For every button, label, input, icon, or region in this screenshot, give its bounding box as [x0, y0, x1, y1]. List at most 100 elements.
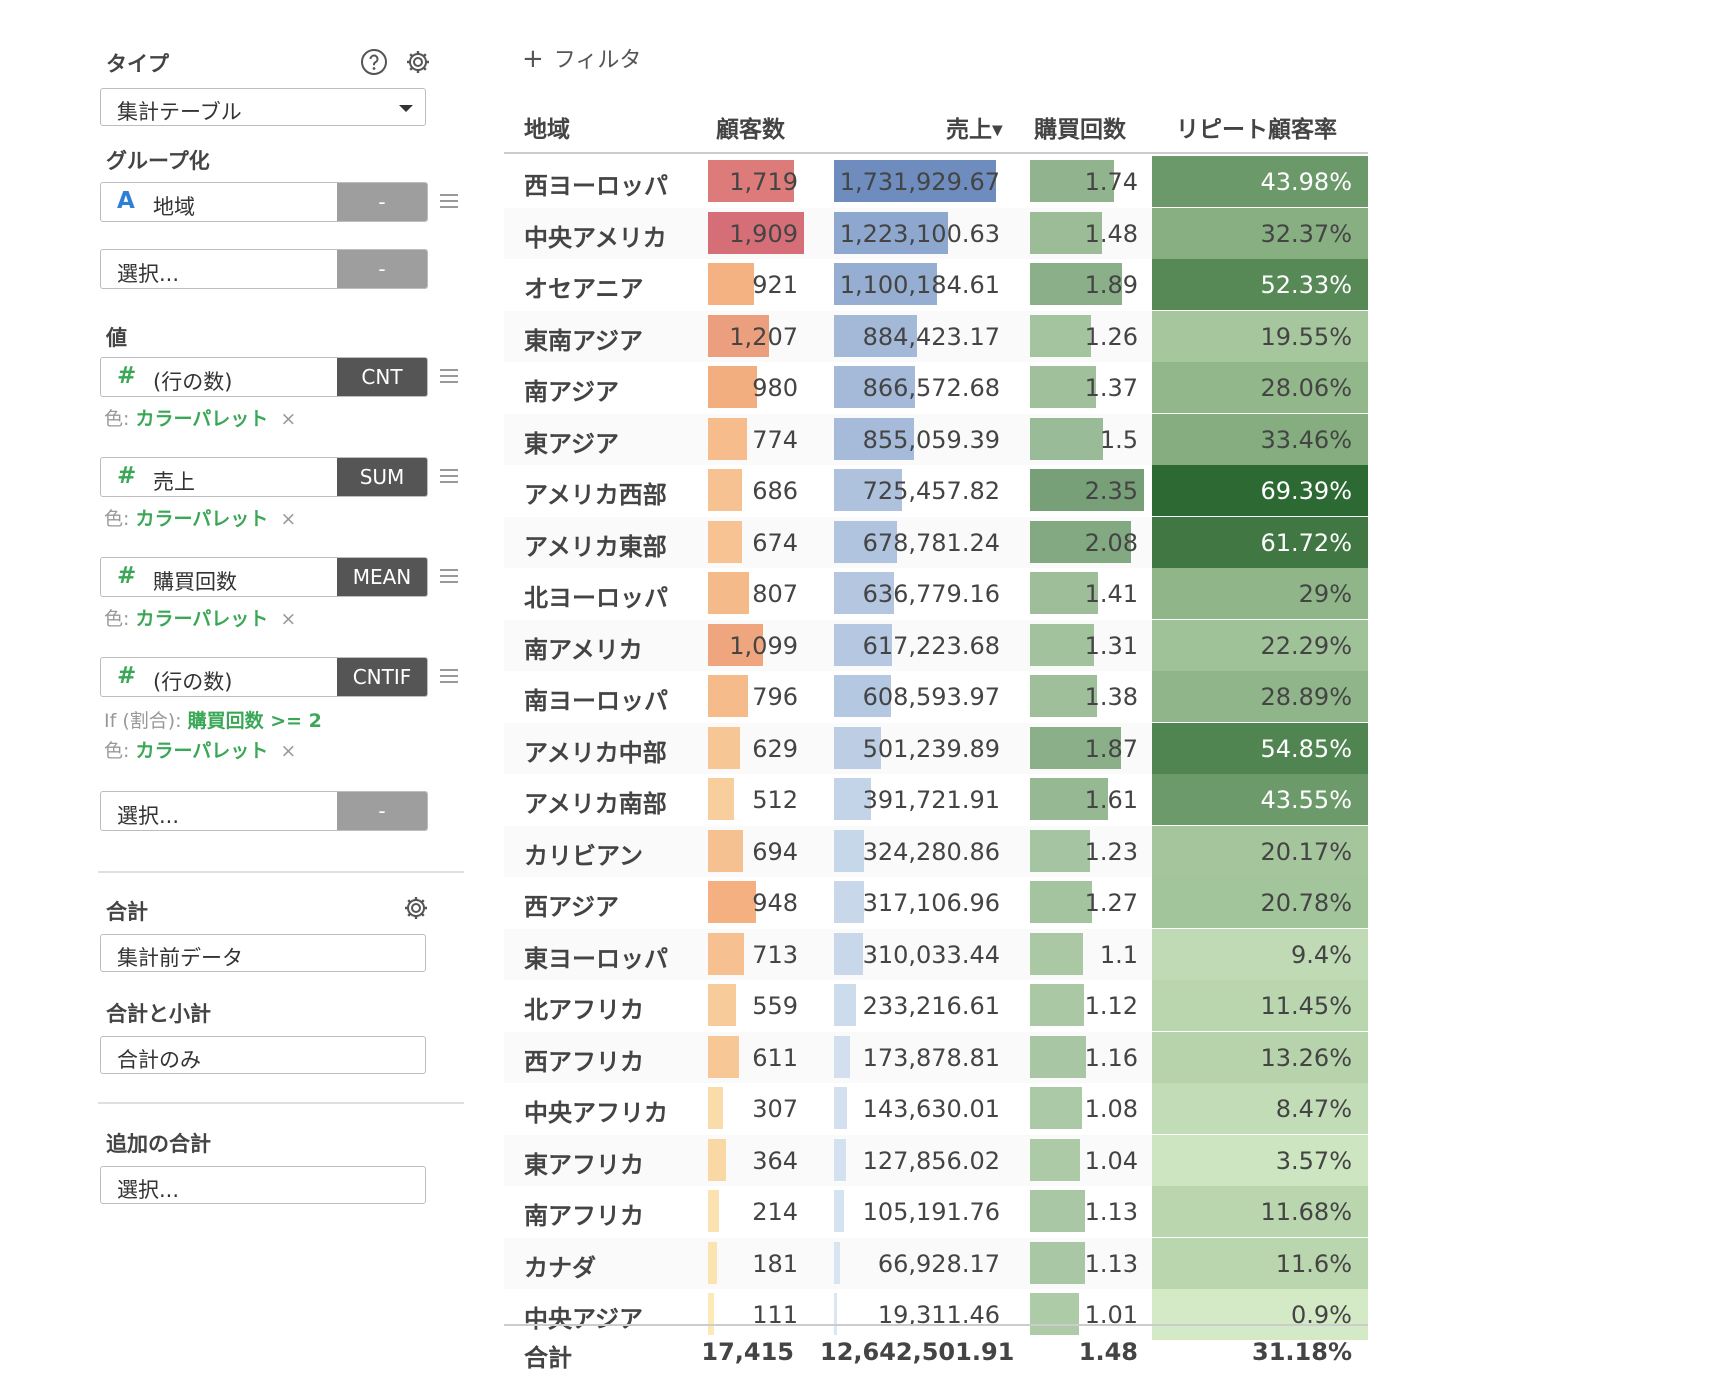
purchases-bar [1030, 521, 1131, 563]
cell-purchases: 1.74 [1084, 168, 1138, 196]
color-prefix: 色: [104, 740, 130, 762]
cell-sales: 143,630.01 [862, 1095, 1000, 1123]
remove-color-icon[interactable]: × [280, 740, 297, 762]
table-row[interactable]: カリビアン 694 324,280.86 1.23 20.17% [504, 826, 1368, 877]
table-row[interactable]: 東アフリカ 364 127,856.02 1.04 3.57% [504, 1135, 1368, 1186]
table-row[interactable]: アメリカ中部 629 501,239.89 1.87 54.85% [504, 723, 1368, 774]
agg-mean-button[interactable]: MEAN [337, 558, 427, 596]
value-select-agg-button[interactable]: - [337, 792, 427, 830]
table-row[interactable]: アメリカ西部 686 725,457.82 2.35 69.39% [504, 465, 1368, 516]
table-row[interactable]: アメリカ南部 512 391,721.91 1.61 43.55% [504, 774, 1368, 825]
gear-icon[interactable] [404, 48, 432, 76]
cell-repeat-rate: 28.89% [1260, 683, 1352, 711]
color-palette-link[interactable]: カラーパレット [135, 508, 269, 530]
help-icon[interactable] [360, 48, 388, 76]
table-row[interactable]: アメリカ東部 674 678,781.24 2.08 61.72% [504, 517, 1368, 568]
group-field-pill[interactable]: A 地域 - [100, 182, 428, 222]
agg-cnt-button[interactable]: CNT [337, 358, 427, 396]
table-row[interactable]: オセアニア 921 1,100,184.61 1.89 52.33% [504, 259, 1368, 310]
cell-sales: 501,239.89 [862, 735, 1000, 763]
value-pill-purchases[interactable]: # 購買回数 MEAN [100, 557, 428, 597]
remove-color-icon[interactable]: × [280, 508, 297, 530]
table-row[interactable]: 中央アジア 111 19,311.46 1.01 0.9% [504, 1289, 1368, 1340]
remove-color-icon[interactable]: × [280, 408, 297, 430]
drag-handle-icon[interactable] [440, 365, 458, 387]
color-palette-link[interactable]: カラーパレット [135, 608, 269, 630]
table-row[interactable]: 東アジア 774 855,059.39 1.5 33.46% [504, 414, 1368, 465]
cell-sales: 105,191.76 [862, 1198, 1000, 1226]
value-pill-sales[interactable]: # 売上 SUM [100, 457, 428, 497]
color-prefix: 色: [104, 408, 130, 430]
table-row[interactable]: カナダ 181 66,928.17 1.13 11.6% [504, 1238, 1368, 1289]
add-filter-button[interactable]: + フィルタ [522, 42, 641, 74]
cell-purchases: 1.26 [1084, 323, 1138, 351]
table-row[interactable]: 西ヨーロッパ 1,719 1,731,929.67 1.74 43.98% [504, 156, 1368, 207]
type-select-value: 集計テーブル [117, 100, 242, 124]
header-purchases[interactable]: 購買回数 [1034, 117, 1126, 143]
type-section-title: タイプ [106, 52, 169, 76]
drag-handle-icon[interactable] [440, 465, 458, 487]
cell-sales: 678,781.24 [862, 529, 1000, 557]
if-condition-link[interactable]: 購買回数 >= 2 [187, 710, 322, 732]
table-row[interactable]: 西アジア 948 317,106.96 1.27 20.78% [504, 877, 1368, 928]
table-row[interactable]: 東ヨーロッパ 713 310,033.44 1.1 9.4% [504, 929, 1368, 980]
group-select-agg-button[interactable]: - [337, 250, 427, 288]
header-region[interactable]: 地域 [524, 117, 570, 143]
if-prefix: If (割合): [104, 710, 182, 732]
agg-cntif-button[interactable]: CNTIF [337, 658, 427, 696]
header-repeat-rate[interactable]: リピート顧客率 [1176, 117, 1337, 143]
sales-bar [834, 160, 996, 202]
table-row[interactable]: 中央アフリカ 307 143,630.01 1.08 8.47% [504, 1083, 1368, 1134]
cell-purchases: 1.27 [1084, 889, 1138, 917]
table-row[interactable]: 南アフリカ 214 105,191.76 1.13 11.68% [504, 1186, 1368, 1237]
sales-bar [834, 572, 894, 614]
group-select[interactable]: 選択... - [100, 249, 428, 289]
table-row[interactable]: 北アフリカ 559 233,216.61 1.12 11.45% [504, 980, 1368, 1031]
extra-total-select[interactable]: 選択... [100, 1166, 426, 1204]
gear-icon[interactable] [402, 894, 430, 922]
table-row[interactable]: 東南アジア 1,207 884,423.17 1.26 19.55% [504, 311, 1368, 362]
cell-purchases: 1.13 [1084, 1250, 1138, 1278]
table-row[interactable]: 南アメリカ 1,099 617,223.68 1.31 22.29% [504, 620, 1368, 671]
remove-color-icon[interactable]: × [280, 608, 297, 630]
value-pill-row-count[interactable]: # (行の数) CNT [100, 357, 428, 397]
cell-customers: 611 [752, 1044, 798, 1072]
cell-customers: 948 [752, 889, 798, 917]
header-customers[interactable]: 顧客数 [716, 117, 785, 143]
total-source-select[interactable]: 集計前データ [100, 934, 426, 972]
color-palette-link[interactable]: カラーパレット [135, 408, 269, 430]
header-sales[interactable]: 売上▼ [946, 110, 1003, 144]
cell-customers: 1,099 [729, 632, 798, 660]
sales-bar [834, 315, 917, 357]
repeat-rate-cell-bg [1152, 311, 1368, 362]
cell-customers: 1,909 [729, 220, 798, 248]
group-field-agg-button[interactable]: - [337, 183, 427, 221]
drag-handle-icon[interactable] [440, 190, 458, 212]
drag-handle-icon[interactable] [440, 565, 458, 587]
total-subtotal-value: 合計のみ [117, 1048, 201, 1072]
cell-repeat-rate: 32.37% [1260, 220, 1352, 248]
repeat-rate-cell-bg [1152, 1135, 1368, 1186]
customers-bar [708, 212, 804, 254]
cell-region: 南ヨーロッパ [524, 687, 668, 715]
value-select[interactable]: 選択... - [100, 791, 428, 831]
total-subtotal-select[interactable]: 合計のみ [100, 1036, 426, 1074]
repeat-rate-cell-bg [1152, 723, 1368, 774]
drag-handle-icon[interactable] [440, 665, 458, 687]
type-select[interactable]: 集計テーブル [100, 88, 426, 126]
table-row[interactable]: 中央アメリカ 1,909 1,223,100.63 1.48 32.37% [504, 208, 1368, 259]
table-row[interactable]: 北ヨーロッパ 807 636,779.16 1.41 29% [504, 568, 1368, 619]
purchases-bar [1030, 984, 1084, 1026]
value-pill-row-count-if[interactable]: # (行の数) CNTIF [100, 657, 428, 697]
value-label: (行の数) [153, 670, 233, 694]
cell-sales: 617,223.68 [862, 632, 1000, 660]
color-palette-link[interactable]: カラーパレット [135, 740, 269, 762]
table-row[interactable]: 西アフリカ 611 173,878.81 1.16 13.26% [504, 1032, 1368, 1083]
purchases-bar [1030, 572, 1098, 614]
agg-sum-button[interactable]: SUM [337, 458, 427, 496]
customers-bar [708, 1139, 726, 1181]
repeat-rate-cell-bg [1152, 1032, 1368, 1083]
table-row[interactable]: 南ヨーロッパ 796 608,593.97 1.38 28.89% [504, 671, 1368, 722]
table-row[interactable]: 南アジア 980 866,572.68 1.37 28.06% [504, 362, 1368, 413]
cell-sales: 866,572.68 [862, 374, 1000, 402]
